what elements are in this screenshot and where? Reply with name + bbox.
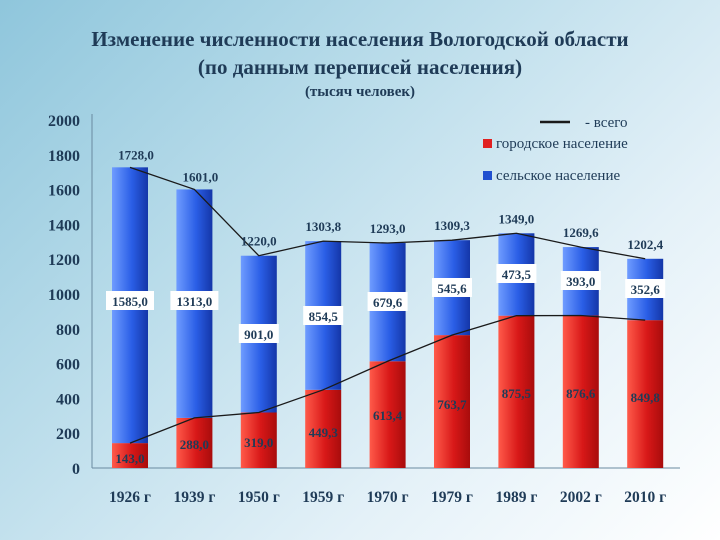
y-tick-label: 0 xyxy=(72,461,80,478)
data-label-urban: 613,4 xyxy=(373,408,403,423)
bar-urban xyxy=(112,443,148,468)
data-label-rural: 901,0 xyxy=(244,327,273,342)
x-tick-label: 2010 г xyxy=(624,489,666,506)
x-tick-label: 1979 г xyxy=(431,489,473,506)
x-tick-label: 1950 г xyxy=(238,489,280,506)
data-label-box-rural xyxy=(106,291,154,310)
x-tick-label: 1989 г xyxy=(495,489,537,506)
data-label-rural: 393,0 xyxy=(566,274,595,289)
data-label-total: 1728,0 xyxy=(118,147,154,162)
data-label-urban: 876,6 xyxy=(566,386,596,401)
data-label-total: 1349,0 xyxy=(499,211,535,226)
data-label-urban: 875,5 xyxy=(502,386,532,401)
data-label-urban: 143,0 xyxy=(115,451,144,466)
data-label-total: 1601,0 xyxy=(183,169,219,184)
data-label-rural: 352,6 xyxy=(631,282,661,297)
data-label-rural: 1585,0 xyxy=(112,294,148,309)
data-label-box-rural xyxy=(560,271,601,290)
y-tick-label: 2000 xyxy=(48,113,80,130)
x-tick-label: 1959 г xyxy=(302,489,344,506)
data-label-total: 1269,6 xyxy=(563,225,599,240)
data-label-rural: 1313,0 xyxy=(177,294,213,309)
data-label-urban: 449,3 xyxy=(309,425,339,440)
data-label-urban: 319,0 xyxy=(244,435,273,450)
data-label-total: 1220,0 xyxy=(241,234,277,249)
chart-title-line2: (по данным переписей населения) xyxy=(197,55,523,79)
bar-urban xyxy=(369,361,406,468)
data-label-urban: 763,7 xyxy=(437,397,467,412)
y-tick-label: 600 xyxy=(56,357,80,374)
y-tick-label: 800 xyxy=(56,322,80,339)
data-label-box-rural xyxy=(367,292,408,311)
bar-urban xyxy=(627,320,664,468)
legend-swatch-urban xyxy=(483,139,492,148)
data-label-urban: 288,0 xyxy=(180,437,209,452)
x-tick-label: 1970 г xyxy=(367,489,409,506)
y-tick-label: 200 xyxy=(56,426,80,443)
data-label-total: 1293,0 xyxy=(370,221,406,236)
data-label-urban: 849,8 xyxy=(631,390,661,405)
chart-subtitle: (тысяч человек) xyxy=(304,84,416,100)
y-tick-label: 1200 xyxy=(48,252,80,269)
data-label-rural: 679,6 xyxy=(373,295,403,310)
data-label-box-rural xyxy=(496,264,537,283)
data-label-total: 1309,3 xyxy=(434,218,470,233)
y-tick-label: 1600 xyxy=(48,183,80,200)
data-label-box-rural xyxy=(625,279,666,298)
chart-title: Изменение численности населения Вологодс… xyxy=(91,27,629,51)
data-label-total: 1303,8 xyxy=(305,219,341,234)
bar-urban xyxy=(305,389,342,468)
legend-label-total: - всего xyxy=(585,115,628,131)
y-tick-label: 1800 xyxy=(48,148,80,165)
data-label-rural: 854,5 xyxy=(309,309,339,324)
y-tick-label: 400 xyxy=(56,391,80,408)
data-label-box-rural xyxy=(170,291,219,310)
data-label-box-rural xyxy=(432,278,472,297)
x-tick-label: 1926 г xyxy=(109,489,151,506)
legend-swatch-rural xyxy=(483,171,492,180)
y-tick-label: 1000 xyxy=(48,287,80,304)
series-line-total xyxy=(129,166,646,260)
bar-urban xyxy=(176,417,213,468)
legend-label-rural: сельское население xyxy=(496,168,620,184)
data-label-box-rural xyxy=(303,306,344,325)
data-label-box-rural xyxy=(238,324,279,343)
bar-urban xyxy=(562,315,599,468)
x-tick-label: 2002 г xyxy=(560,489,602,506)
data-label-total: 1202,4 xyxy=(627,237,663,252)
x-tick-label: 1939 г xyxy=(173,489,215,506)
legend-label-urban: городское население xyxy=(496,136,628,152)
data-label-rural: 473,5 xyxy=(502,267,532,282)
data-label-rural: 545,6 xyxy=(437,281,467,296)
y-tick-label: 1400 xyxy=(48,217,80,234)
bar-urban xyxy=(498,315,535,468)
bar-urban xyxy=(240,412,277,468)
series-line-urban xyxy=(129,314,646,444)
bar-urban xyxy=(434,335,470,468)
